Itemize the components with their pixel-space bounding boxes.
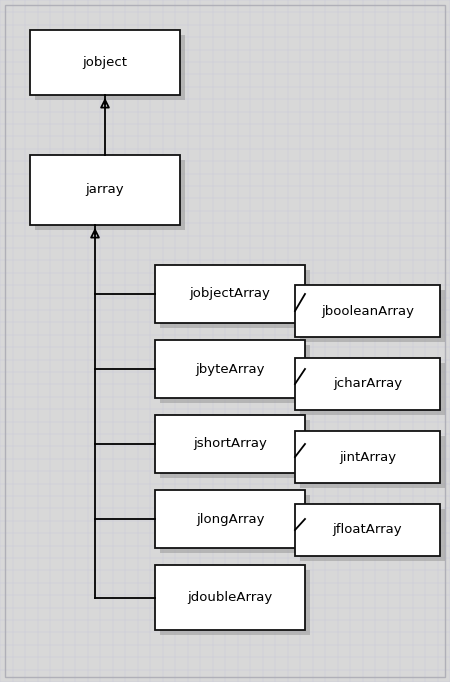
Bar: [300, 290, 445, 342]
Bar: [155, 340, 305, 398]
Text: jarray: jarray: [86, 183, 124, 196]
Text: jbooleanArray: jbooleanArray: [321, 304, 414, 318]
Bar: [295, 431, 440, 483]
Text: jobject: jobject: [82, 56, 127, 69]
Bar: [160, 345, 310, 403]
Bar: [155, 565, 305, 630]
Bar: [35, 160, 185, 230]
Text: jbyteArray: jbyteArray: [195, 363, 265, 376]
Text: jfloatArray: jfloatArray: [333, 524, 402, 537]
Text: jcharArray: jcharArray: [333, 378, 402, 391]
Bar: [35, 35, 185, 100]
Text: jdoubleArray: jdoubleArray: [187, 591, 273, 604]
Text: jintArray: jintArray: [339, 451, 396, 464]
Bar: [300, 363, 445, 415]
Bar: [300, 436, 445, 488]
Bar: [295, 358, 440, 410]
Bar: [160, 495, 310, 553]
Bar: [30, 30, 180, 95]
Text: jlongArray: jlongArray: [196, 512, 264, 526]
Text: jshortArray: jshortArray: [193, 437, 267, 451]
Bar: [295, 504, 440, 556]
Bar: [155, 415, 305, 473]
Bar: [160, 420, 310, 478]
Bar: [160, 570, 310, 635]
Bar: [155, 490, 305, 548]
Bar: [155, 265, 305, 323]
Bar: [295, 285, 440, 337]
Bar: [30, 155, 180, 225]
Bar: [160, 270, 310, 328]
Bar: [300, 509, 445, 561]
Text: jobjectArray: jobjectArray: [189, 288, 270, 301]
